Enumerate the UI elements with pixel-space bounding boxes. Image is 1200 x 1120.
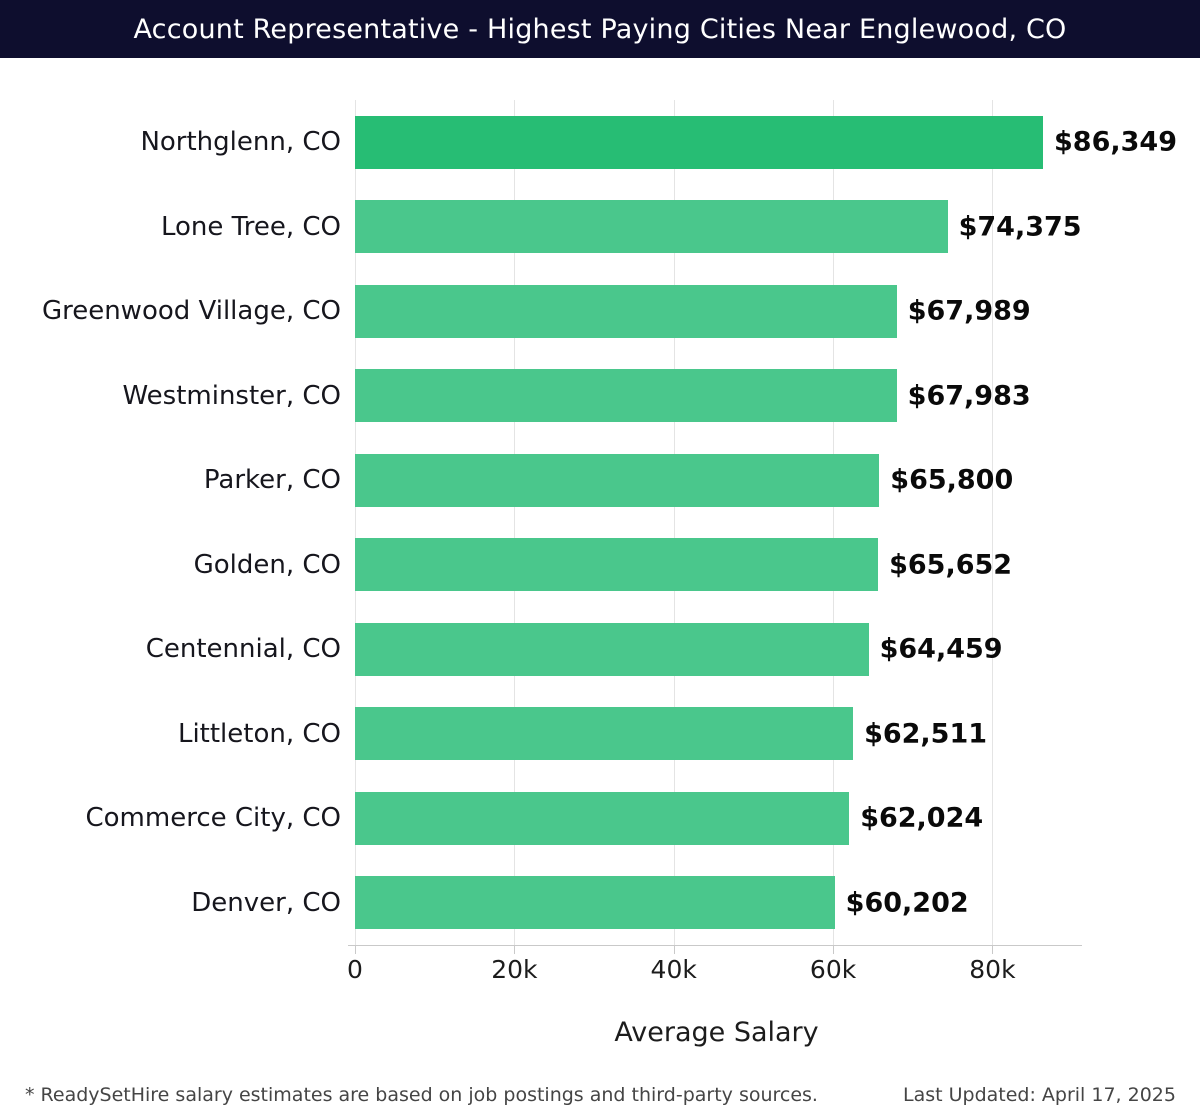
footer: * ReadySetHire salary estimates are base…	[0, 1084, 1200, 1106]
bar-row: Lone Tree, CO $74,375	[0, 185, 1200, 270]
value-label: $65,652	[889, 549, 1013, 581]
value-label: $64,459	[879, 633, 1003, 665]
bar-chart: Northglenn, CO $86,349 Lone Tree, CO $74…	[0, 58, 1200, 1048]
bar-row: Commerce City, CO $62,024	[0, 776, 1200, 861]
bar	[355, 876, 835, 930]
x-tick-mark	[355, 946, 356, 954]
footnote: * ReadySetHire salary estimates are base…	[25, 1084, 818, 1106]
category-label: Lone Tree, CO	[161, 211, 341, 242]
bar-row: Golden, CO $65,652	[0, 523, 1200, 608]
x-tick-mark	[992, 946, 994, 954]
bar-rows: Northglenn, CO $86,349 Lone Tree, CO $74…	[0, 100, 1200, 945]
category-label: Westminster, CO	[122, 380, 341, 411]
bar	[355, 369, 897, 423]
category-label: Littleton, CO	[177, 718, 341, 749]
value-label: $65,800	[890, 464, 1014, 496]
x-axis-title: Average Salary	[614, 1017, 819, 1048]
last-updated: Last Updated: April 17, 2025	[902, 1084, 1176, 1106]
bar-track: $65,652	[355, 538, 1078, 592]
bar-track: $86,349	[355, 115, 1177, 169]
bar	[355, 622, 869, 676]
value-label: $67,989	[907, 295, 1031, 327]
bar	[355, 538, 879, 592]
category-label: Northglenn, CO	[140, 127, 341, 158]
category-label: Greenwood Village, CO	[41, 296, 341, 327]
x-tick-label: 60k	[809, 955, 857, 984]
bar	[355, 707, 854, 761]
value-label: $67,983	[907, 380, 1031, 412]
bar-track: $64,459	[355, 622, 1078, 676]
bar-track: $67,989	[355, 284, 1078, 338]
value-label: $86,349	[1054, 126, 1177, 158]
bar	[355, 115, 1043, 169]
x-axis-line	[348, 945, 1082, 954]
x-tick-label: 20k	[491, 955, 538, 984]
bar-track: $74,375	[355, 200, 1082, 254]
bar-track: $62,024	[355, 791, 1078, 845]
bar-row: Greenwood Village, CO $67,989	[0, 269, 1200, 354]
category-label: Parker, CO	[203, 465, 341, 496]
chart-title: Account Representative - Highest Paying …	[133, 13, 1067, 45]
value-label: $74,375	[958, 211, 1082, 243]
bar-row: Centennial, CO $64,459	[0, 607, 1200, 692]
x-tick-label: 80k	[969, 955, 1016, 984]
bar-track: $62,511	[355, 707, 1078, 761]
bar	[355, 453, 880, 507]
bar-row: Northglenn, CO $86,349	[0, 100, 1200, 185]
bar	[355, 791, 850, 845]
bar-row: Westminster, CO $67,983	[0, 354, 1200, 439]
category-label: Denver, CO	[191, 887, 341, 918]
bar-track: $67,983	[355, 369, 1078, 423]
x-tick-mark	[833, 946, 835, 954]
value-label: $62,511	[864, 718, 988, 750]
x-tick-mark	[514, 946, 516, 954]
bar-track: $60,202	[355, 876, 1078, 930]
category-label: Centennial, CO	[145, 634, 341, 665]
value-label: $60,202	[845, 887, 969, 919]
x-tick-label: 40k	[650, 955, 697, 984]
category-label: Commerce City, CO	[85, 803, 342, 834]
x-tick-mark	[673, 946, 675, 954]
title-bar: Account Representative - Highest Paying …	[0, 0, 1200, 58]
bar-track: $65,800	[355, 453, 1078, 507]
bar-row: Parker, CO $65,800	[0, 438, 1200, 523]
bar	[355, 284, 897, 338]
value-label: $62,024	[860, 802, 984, 834]
x-tick-labels: 0 20k 40k 60k 80k	[347, 953, 1078, 987]
category-label: Golden, CO	[193, 549, 341, 580]
bar-row: Littleton, CO $62,511	[0, 692, 1200, 777]
bar-row: Denver, CO $60,202	[0, 861, 1200, 946]
bar	[355, 200, 948, 254]
x-tick-label: 0	[347, 955, 363, 984]
